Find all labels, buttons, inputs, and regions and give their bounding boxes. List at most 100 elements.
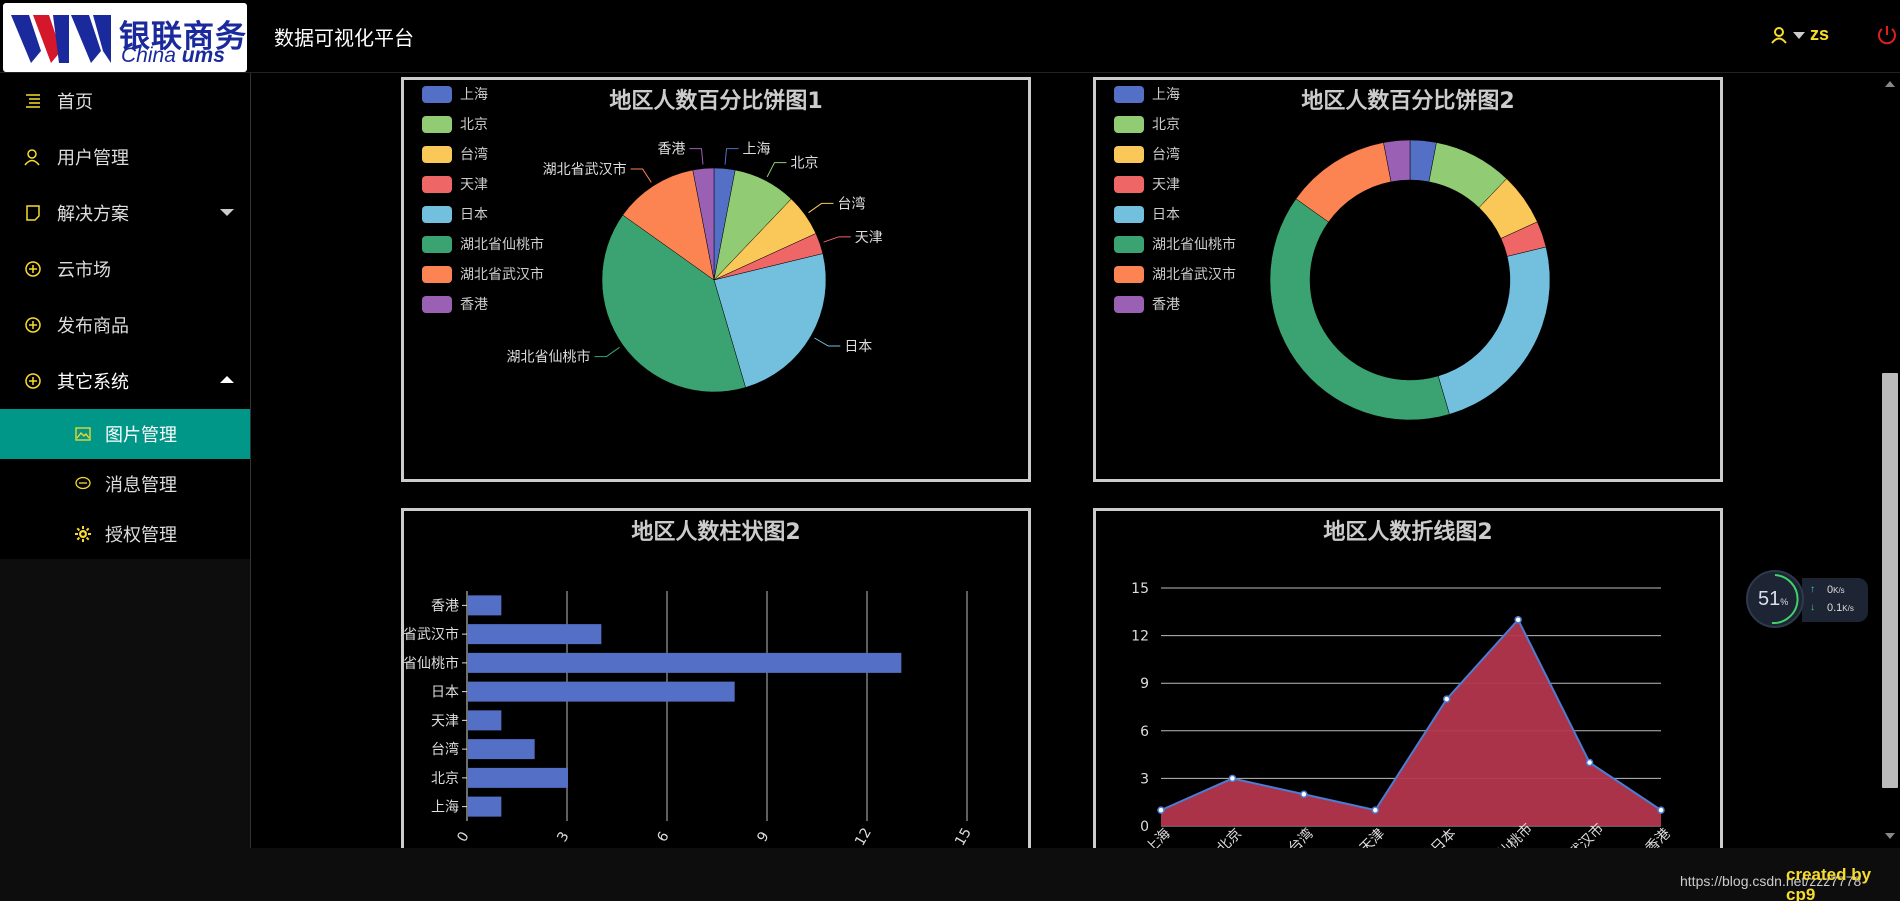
y-tick-label: 上海 — [431, 800, 459, 816]
legend-label: 台湾 — [460, 146, 488, 163]
legend-swatch — [422, 86, 452, 103]
sidebar-menu: 首页 用户管理 解决方案 云市场 发布商品 其它系统 — [0, 73, 250, 559]
sidebar-item-other-systems[interactable]: 其它系统 — [0, 353, 250, 409]
slice-label: 北京 — [790, 156, 818, 172]
pie-slice-6 — [622, 169, 715, 281]
chevron-down-icon — [220, 209, 234, 216]
chart-title: 地区人数柱状图2 — [631, 520, 801, 545]
pie-slice-7 — [692, 167, 715, 281]
legend-label: 日本 — [460, 207, 488, 223]
note-icon — [26, 205, 40, 221]
y-tick-label: 天津 — [431, 713, 459, 729]
legend-label: 湖北省武汉市 — [1152, 266, 1236, 283]
sidebar-subitem-label: 图片管理 — [105, 425, 177, 445]
sidebar-item-publish[interactable]: 发布商品 — [0, 297, 250, 353]
legend-label: 上海 — [460, 87, 488, 103]
bar-3 — [468, 710, 502, 731]
legend-swatch — [422, 176, 452, 193]
sidebar-subitem-label: 授权管理 — [105, 525, 177, 545]
sidebar-item-users[interactable]: 用户管理 — [0, 129, 250, 185]
cpu-gauge: 51% — [1746, 570, 1804, 628]
rate-unit: K/s — [1833, 586, 1845, 595]
chart-title: 地区人数折线图2 — [1323, 520, 1493, 545]
pie-chart-1: 上海 北京 台湾 天津 日本 湖北省仙桃市 湖北省武汉市 香港 上海 北京 台湾 天津 日本 湖北省仙桃市… — [401, 77, 1031, 482]
legend-label: 香港 — [1152, 297, 1180, 313]
data-point-2 — [1300, 790, 1308, 799]
pie-slice-4 — [713, 253, 827, 388]
logo-en-a: China — [121, 44, 176, 67]
x-tick-label: 12 — [852, 825, 875, 848]
pie-slice-4 — [1437, 246, 1551, 415]
logo-en-b: ums — [181, 44, 225, 67]
percent-value: 51 — [1758, 588, 1781, 610]
sidebar-item-home[interactable]: 首页 — [0, 73, 250, 129]
legend-swatch — [422, 266, 452, 283]
legend-label: 台湾 — [1152, 146, 1180, 163]
sidebar-subitem-images[interactable]: 图片管理 — [0, 409, 250, 459]
user-icon — [1771, 26, 1787, 44]
user-menu[interactable]: zs — [1770, 24, 1829, 45]
sidebar-item-label: 首页 — [57, 92, 93, 112]
data-point-7 — [1657, 806, 1665, 814]
rate-unit: K/s — [1842, 604, 1854, 613]
net-rates: ↑ 0K/s ↓ 0.1K/s — [1802, 578, 1868, 622]
chart-title: 地区人数百分比饼图2 — [1301, 89, 1515, 114]
slice-label: 香港 — [657, 142, 685, 158]
sidebar-subitem-messages[interactable]: 消息管理 — [0, 459, 250, 509]
sidebar-subitem-auth[interactable]: 授权管理 — [0, 509, 250, 559]
x-tick-label: 9 — [754, 829, 772, 845]
y-tick-label: 香港 — [431, 598, 459, 614]
bar-2 — [468, 739, 535, 760]
scrollbar-thumb[interactable] — [1882, 373, 1898, 788]
y-tick-label: 15 — [1131, 581, 1149, 597]
legend-label: 香港 — [460, 297, 488, 313]
gear-icon — [75, 526, 91, 542]
legend-swatch — [1114, 236, 1144, 253]
power-icon[interactable] — [1876, 24, 1898, 46]
created-by: created by cp9 — [1786, 865, 1872, 901]
chart-title: 地区人数百分比饼图1 — [609, 89, 823, 114]
network-speed-widget[interactable]: ↑ 0K/s ↓ 0.1K/s 51% — [1746, 570, 1870, 630]
x-tick-label: 0 — [454, 829, 472, 845]
y-tick-label: 台湾 — [431, 741, 459, 758]
user-icon — [24, 149, 40, 166]
area-fill — [1161, 619, 1661, 826]
download-arrow-icon: ↓ — [1810, 602, 1815, 613]
cpu-percent: 51% — [1758, 588, 1788, 611]
label-line — [724, 148, 739, 165]
sidebar-item-cloud-market[interactable]: 云市场 — [0, 241, 250, 297]
legend-swatch — [1114, 86, 1144, 103]
y-tick-label: 北京 — [431, 771, 459, 787]
legend-label: 上海 — [1152, 87, 1180, 103]
x-tick-label: 北京 — [1214, 826, 1245, 848]
plus-circle-icon — [25, 373, 41, 389]
y-tick-label: 日本 — [431, 685, 459, 701]
upload-rate-value: 0 — [1827, 584, 1834, 596]
data-point-5 — [1514, 615, 1522, 624]
y-tick-label: 9 — [1140, 676, 1149, 692]
data-point-6 — [1585, 758, 1594, 767]
y-tick-label: 12 — [1131, 629, 1149, 645]
scroll-down-icon[interactable] — [1885, 833, 1895, 839]
brand-logo[interactable]: 银联商务 China ums — [3, 3, 247, 72]
x-tick-label: 3 — [554, 829, 572, 845]
sidebar-item-solutions[interactable]: 解决方案 — [0, 185, 250, 241]
y-tick-label: 6 — [1140, 724, 1149, 740]
legend-label: 日本 — [1152, 207, 1180, 223]
data-point-1 — [1228, 774, 1237, 783]
app-title: 数据可视化平台 — [274, 28, 414, 50]
top-header: 银联商务 China ums 数据可视化平台 zs — [0, 0, 1900, 73]
x-tick-label: 香港 — [1643, 826, 1674, 848]
blog-url: https://blog.csdn.net/zzz7778 — [1680, 873, 1862, 889]
sidebar-item-label: 云市场 — [57, 260, 111, 280]
logo-cn-text: 银联商务 — [119, 19, 247, 55]
bar-5 — [468, 652, 902, 673]
label-line — [823, 236, 851, 243]
x-tick-label: 天津 — [1357, 826, 1388, 848]
y-tick-label: 省武汉市 — [404, 626, 459, 643]
sidebar: 首页 用户管理 解决方案 云市场 发布商品 其它系统 — [0, 73, 250, 901]
vertical-scrollbar[interactable] — [1880, 73, 1900, 848]
scroll-up-icon[interactable] — [1885, 81, 1895, 87]
